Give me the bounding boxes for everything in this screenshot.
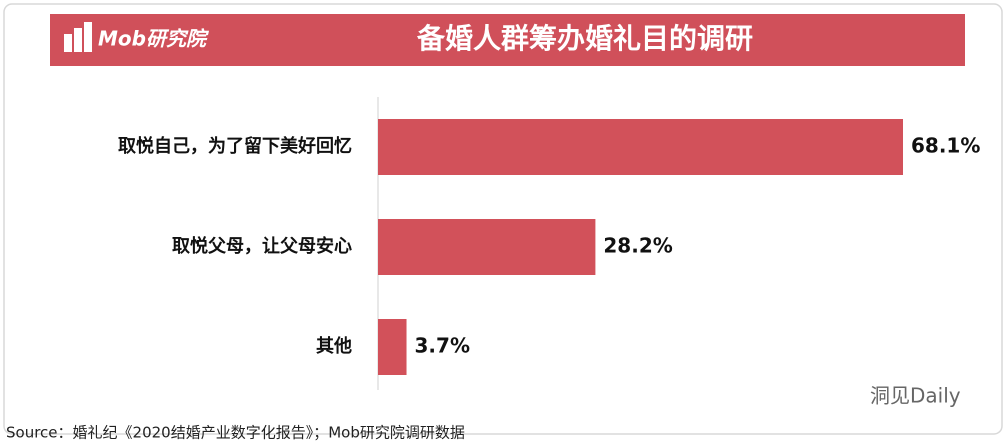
category-label: 其他 — [316, 335, 352, 357]
frame — [3, 3, 1003, 435]
bar — [378, 319, 407, 375]
category-label: 取悦自己，为了留下美好回忆 — [118, 135, 352, 157]
value-label: 28.2% — [603, 234, 672, 258]
logo-icon — [64, 22, 92, 52]
value-label: 3.7% — [415, 334, 470, 358]
value-label: 68.1% — [911, 134, 980, 158]
watermark: 洞见Daily — [870, 384, 961, 408]
bar — [378, 119, 903, 175]
header-band — [50, 14, 965, 66]
category-label: 取悦父母，让父母安心 — [172, 235, 352, 257]
logo-text: Mob研究院 — [98, 27, 210, 51]
chart-title: 备婚人群筹办婚礼目的调研 — [416, 22, 753, 55]
bar — [378, 219, 596, 275]
source-note: Source：婚礼纪《2020结婚产业数字化报告》；Mob研究院调研数据 — [6, 424, 465, 442]
